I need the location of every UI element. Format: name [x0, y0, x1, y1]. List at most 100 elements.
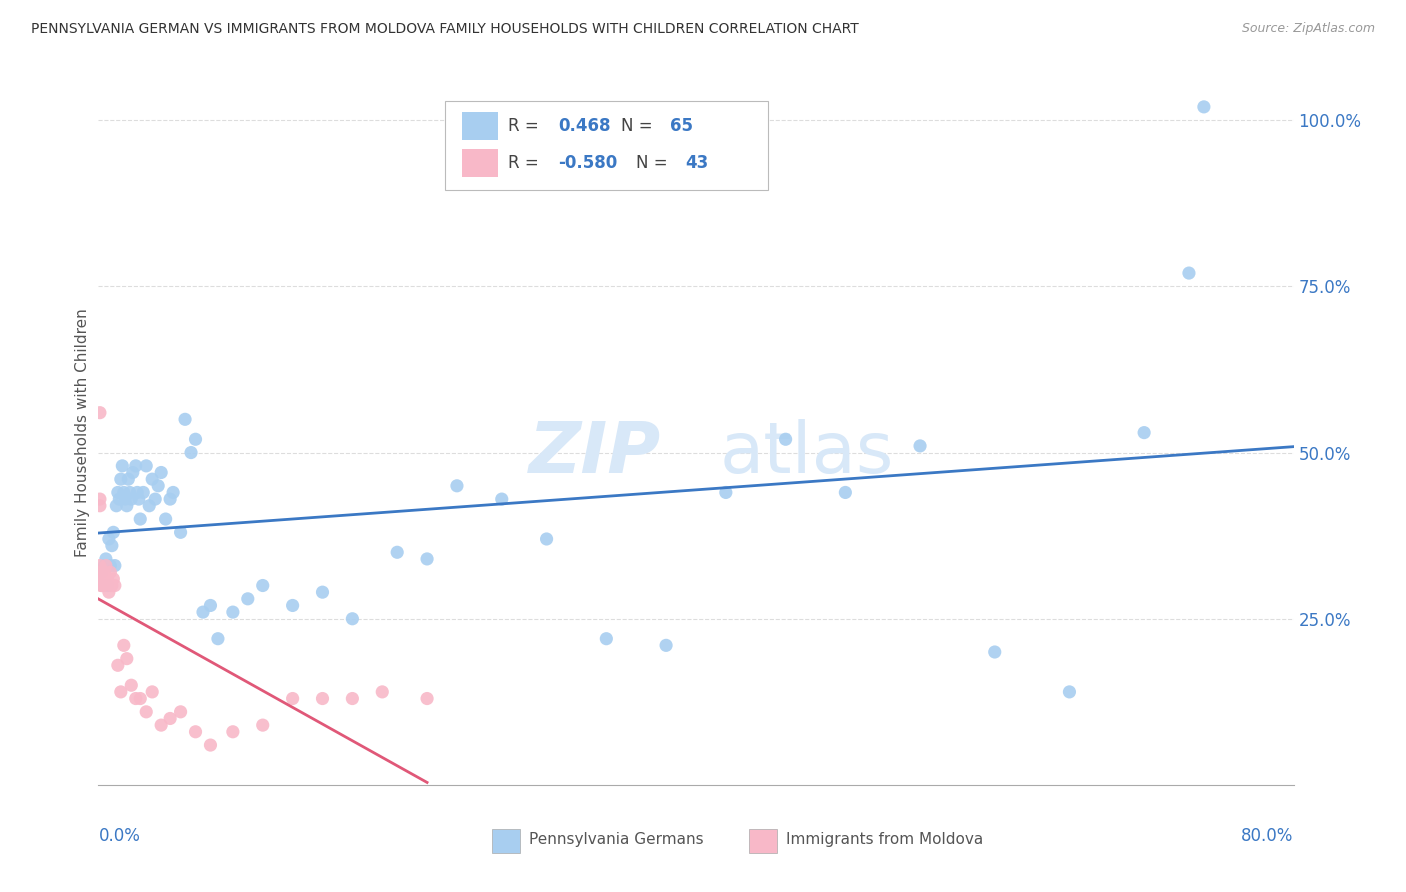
Point — [1133, 425, 1156, 440]
Point — [180, 445, 202, 459]
Text: ZIP: ZIP — [529, 419, 661, 488]
Point — [908, 439, 931, 453]
Point — [120, 492, 142, 507]
Point — [129, 512, 152, 526]
Point — [93, 572, 115, 586]
Point — [104, 558, 127, 573]
Point — [200, 599, 222, 613]
Text: N =: N = — [620, 117, 658, 135]
Point — [89, 499, 111, 513]
Text: 80.0%: 80.0% — [1241, 827, 1294, 846]
Text: N =: N = — [636, 153, 673, 172]
FancyBboxPatch shape — [748, 829, 778, 853]
Point — [120, 678, 142, 692]
Point — [125, 691, 148, 706]
Point — [169, 705, 191, 719]
Point — [103, 572, 125, 586]
Point — [118, 485, 141, 500]
Point — [143, 492, 166, 507]
Point — [311, 585, 333, 599]
Point — [311, 691, 333, 706]
Point — [135, 458, 157, 473]
Point — [98, 558, 122, 573]
Point — [236, 591, 259, 606]
Point — [446, 479, 468, 493]
FancyBboxPatch shape — [461, 112, 498, 140]
Point — [110, 472, 132, 486]
FancyBboxPatch shape — [492, 829, 520, 853]
Point — [222, 724, 245, 739]
Point — [89, 566, 111, 580]
Point — [1192, 100, 1215, 114]
Point — [125, 458, 148, 473]
Point — [132, 485, 155, 500]
Point — [252, 578, 274, 592]
FancyBboxPatch shape — [461, 149, 498, 177]
Point — [98, 566, 122, 580]
Point — [115, 499, 138, 513]
Point — [416, 552, 439, 566]
Point — [89, 558, 111, 573]
Point — [96, 578, 118, 592]
Point — [110, 685, 132, 699]
Point — [107, 658, 129, 673]
Point — [90, 578, 112, 592]
Text: PENNSYLVANIA GERMAN VS IMMIGRANTS FROM MOLDOVA FAMILY HOUSEHOLDS WITH CHILDREN C: PENNSYLVANIA GERMAN VS IMMIGRANTS FROM M… — [31, 22, 859, 37]
Point — [169, 525, 191, 540]
Point — [89, 406, 111, 420]
Point — [775, 432, 797, 446]
Point — [97, 532, 120, 546]
Point — [90, 566, 112, 580]
Point — [91, 578, 114, 592]
Point — [141, 685, 163, 699]
Point — [93, 566, 115, 580]
Point — [536, 532, 558, 546]
Point — [105, 499, 128, 513]
Point — [155, 512, 177, 526]
Point — [115, 651, 138, 665]
Point — [90, 578, 112, 592]
Point — [222, 605, 245, 619]
Point — [90, 566, 112, 580]
Point — [191, 605, 214, 619]
Text: 43: 43 — [685, 153, 709, 172]
Point — [184, 724, 207, 739]
Text: -0.580: -0.580 — [558, 153, 617, 172]
Point — [1059, 685, 1081, 699]
Point — [200, 738, 222, 752]
Text: 65: 65 — [669, 117, 693, 135]
Point — [96, 572, 118, 586]
Point — [101, 539, 124, 553]
Point — [714, 485, 737, 500]
Point — [655, 638, 678, 652]
Y-axis label: Family Households with Children: Family Households with Children — [75, 309, 90, 557]
Point — [416, 691, 439, 706]
Point — [94, 552, 117, 566]
Text: R =: R = — [509, 153, 544, 172]
Point — [984, 645, 1007, 659]
Point — [385, 545, 409, 559]
Point — [91, 572, 114, 586]
Text: Pennsylvania Germans: Pennsylvania Germans — [529, 832, 703, 847]
Point — [371, 685, 394, 699]
Point — [207, 632, 229, 646]
Point — [342, 691, 364, 706]
Point — [159, 492, 181, 507]
Point — [97, 585, 120, 599]
Point — [252, 718, 274, 732]
Point — [89, 492, 111, 507]
Point — [281, 599, 304, 613]
Point — [117, 472, 139, 486]
Point — [184, 432, 207, 446]
Point — [114, 492, 136, 507]
Point — [150, 466, 173, 480]
Point — [107, 485, 129, 500]
FancyBboxPatch shape — [446, 102, 768, 189]
Point — [135, 705, 157, 719]
Point — [1178, 266, 1201, 280]
Point — [129, 691, 152, 706]
Point — [141, 472, 163, 486]
Point — [103, 525, 125, 540]
Point — [128, 492, 150, 507]
Text: Immigrants from Moldova: Immigrants from Moldova — [786, 832, 983, 847]
